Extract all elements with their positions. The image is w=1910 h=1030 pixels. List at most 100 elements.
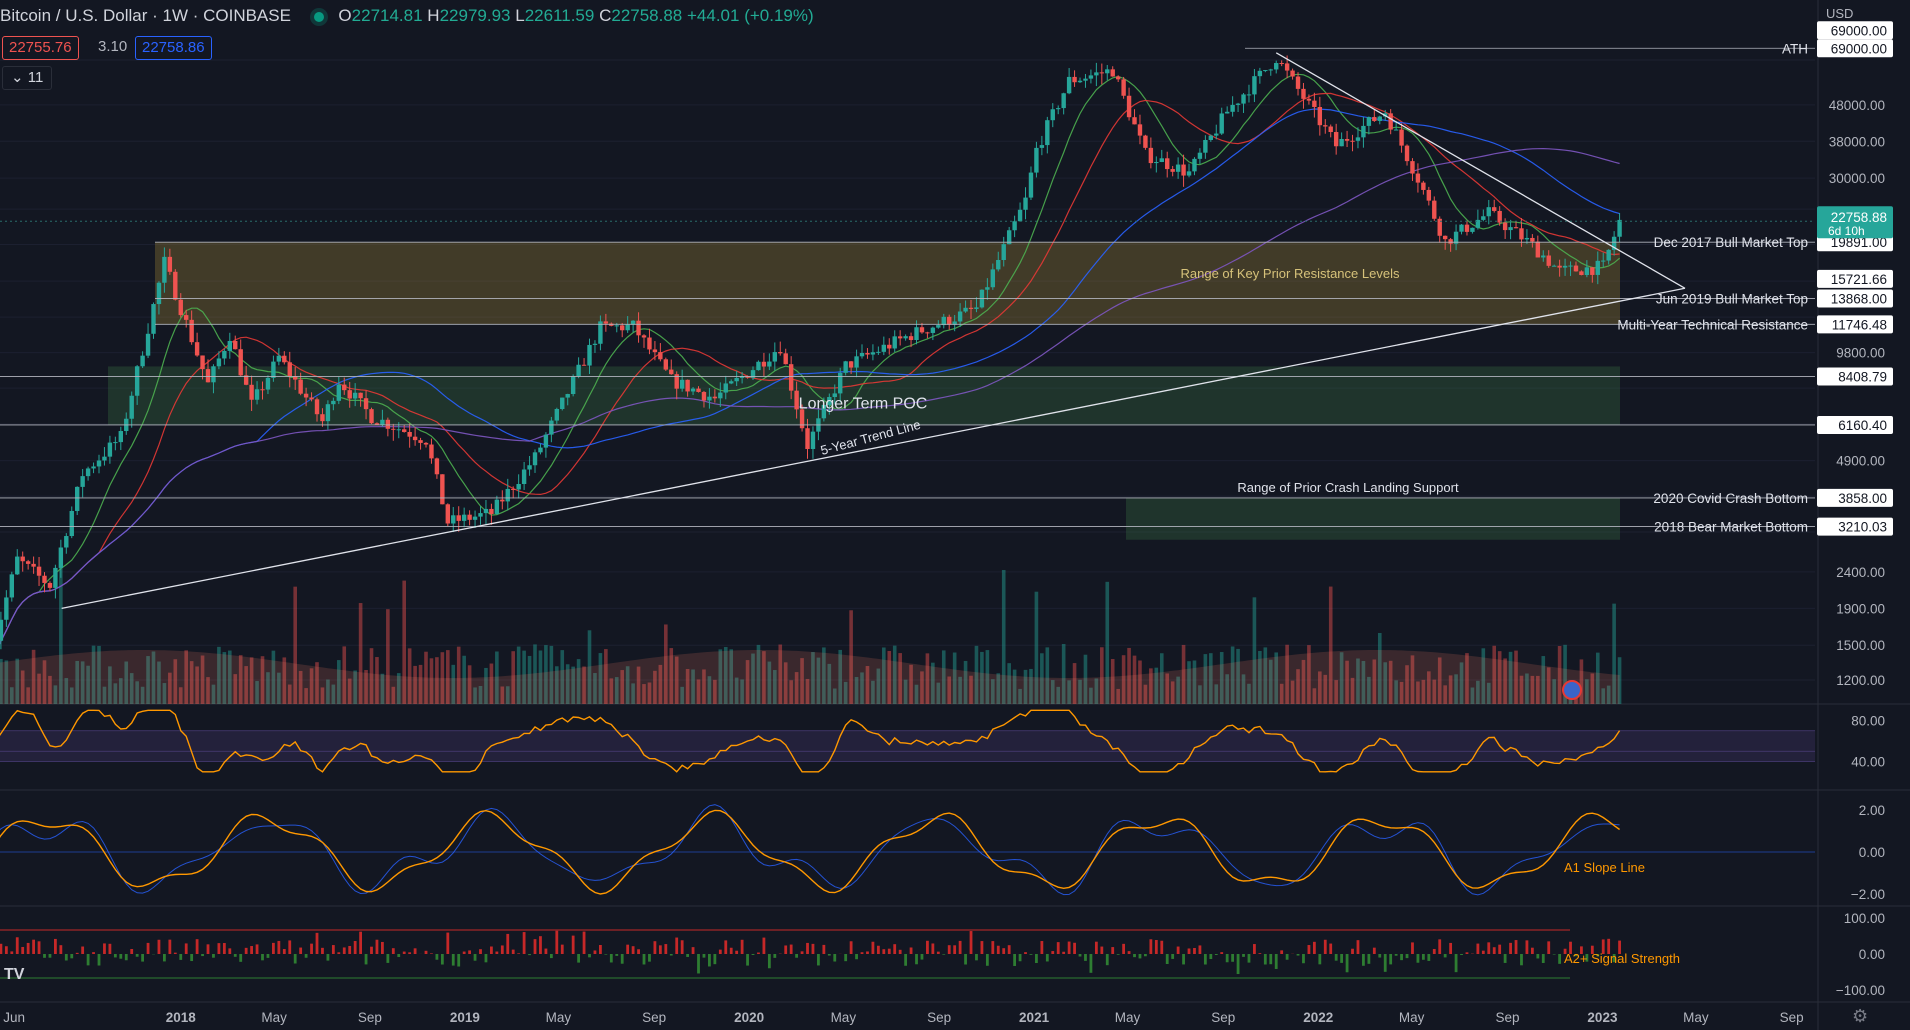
- a2-signal-bar: [642, 954, 646, 965]
- candle-body: [952, 321, 957, 325]
- candle-body: [140, 355, 145, 367]
- a2-signal-bar: [609, 954, 613, 963]
- symbol-title[interactable]: Bitcoin / U.S. Dollar · 1W · COINBASE: [0, 6, 291, 25]
- volume-bar: [91, 645, 96, 704]
- price-level-value: 13868.00: [1831, 291, 1887, 306]
- candle-body: [1132, 117, 1137, 125]
- candle-body: [483, 508, 489, 514]
- candle-body: [669, 369, 674, 375]
- volume-bar: [1061, 644, 1066, 704]
- volume-bar: [287, 684, 292, 704]
- volume-bar: [140, 686, 145, 704]
- volume-bar: [1465, 653, 1469, 704]
- candle-body: [107, 442, 113, 457]
- time-tick-label: 2018: [166, 1010, 197, 1025]
- a2-signal-bar: [593, 950, 597, 954]
- candle-body: [570, 376, 576, 395]
- volume-bar: [124, 661, 129, 704]
- a2-signal-bar: [931, 943, 935, 954]
- candle-body: [598, 321, 603, 344]
- tradingview-logo-icon[interactable]: TV: [4, 966, 25, 983]
- time-tick-label: Sep: [358, 1010, 382, 1025]
- volume-bar: [31, 649, 36, 704]
- candle-body: [1404, 145, 1410, 162]
- a2-signal-bar: [833, 954, 837, 962]
- candle-body: [102, 456, 107, 461]
- volume-bar: [762, 651, 766, 704]
- a2-signal-bar: [1372, 947, 1376, 954]
- candle-body: [543, 434, 549, 448]
- candle-body: [276, 355, 282, 362]
- volume-bar: [1377, 632, 1382, 704]
- price-level-value: 3210.03: [1838, 520, 1887, 535]
- volume-bar: [326, 679, 330, 704]
- candle-body: [1099, 72, 1105, 74]
- volume-bar: [168, 672, 172, 704]
- a1-tick-label: −2.00: [1851, 887, 1885, 902]
- a2-signal-bar: [620, 954, 624, 964]
- volume-bar: [1454, 674, 1458, 704]
- candle-body: [303, 393, 309, 398]
- candle-body: [336, 384, 342, 401]
- candle-body: [1415, 173, 1421, 183]
- candle-body: [1372, 117, 1377, 121]
- candle-body: [451, 515, 456, 524]
- volume-bar: [473, 687, 477, 704]
- price-tick-label: 4900.00: [1836, 454, 1885, 469]
- candle-body: [1557, 265, 1562, 268]
- candle-body: [614, 325, 619, 327]
- a2-signal-bar: [718, 949, 722, 954]
- low-value: 22611.59: [524, 6, 595, 25]
- candle-body: [80, 476, 85, 487]
- candle-body: [832, 393, 837, 398]
- candle-body: [549, 420, 554, 435]
- a2-signal-bar: [1498, 944, 1502, 954]
- volume-bar: [320, 687, 325, 704]
- buy-price-button[interactable]: 22758.86: [135, 36, 212, 60]
- candle-body: [521, 469, 527, 485]
- a2-signal-bar: [544, 948, 548, 954]
- volume-bar: [489, 663, 494, 704]
- a2-tick-label: 100.00: [1844, 911, 1885, 926]
- volume-bar: [991, 679, 995, 704]
- live-status-dot: [313, 11, 324, 22]
- a2-signal-bar: [1362, 954, 1365, 966]
- price-level-box: [1817, 415, 1893, 434]
- volume-bar: [723, 647, 728, 704]
- a2-signal-bar: [1405, 954, 1409, 959]
- a2-signal-bar: [1514, 940, 1518, 954]
- candle-body: [53, 567, 58, 588]
- a2-signal-bar: [926, 940, 929, 954]
- a2-signal-bar: [1312, 941, 1316, 954]
- volume-bar: [593, 673, 597, 704]
- sell-price-button[interactable]: 22755.76: [2, 36, 79, 60]
- candle-body: [113, 442, 118, 444]
- volume-bar: [304, 688, 308, 704]
- a1-slope-line: [0, 809, 1621, 895]
- candle-body: [1502, 222, 1508, 231]
- candle-body: [200, 355, 205, 370]
- price-tick-label: 38000.00: [1829, 134, 1885, 149]
- a2-signal-bar: [15, 937, 19, 954]
- volume-bar: [462, 655, 466, 704]
- a2-signal-bar: [1127, 951, 1131, 954]
- candle-body: [930, 327, 936, 333]
- volume-bar: [631, 683, 635, 704]
- descending-trend-line: [1275, 52, 1686, 289]
- volume-bar: [1029, 668, 1033, 704]
- candle-body: [1143, 135, 1148, 148]
- candle-body: [592, 343, 598, 345]
- a2-signal-bar: [1340, 954, 1344, 963]
- price-level-value: 19891.00: [1831, 235, 1887, 250]
- volume-bar: [440, 652, 445, 704]
- a2-signal-bar: [0, 943, 3, 954]
- indicators-toggle-button[interactable]: ⌄ 11: [2, 66, 53, 90]
- candle-body: [756, 361, 761, 371]
- candle-body: [396, 429, 401, 431]
- candle-body: [325, 404, 331, 422]
- settings-gear-icon[interactable]: ⚙: [1852, 1006, 1869, 1026]
- time-tick-label: 2023: [1587, 1010, 1618, 1025]
- change-value: +44.01 (+0.19%): [687, 6, 814, 25]
- a2-signal-bar: [1481, 950, 1485, 954]
